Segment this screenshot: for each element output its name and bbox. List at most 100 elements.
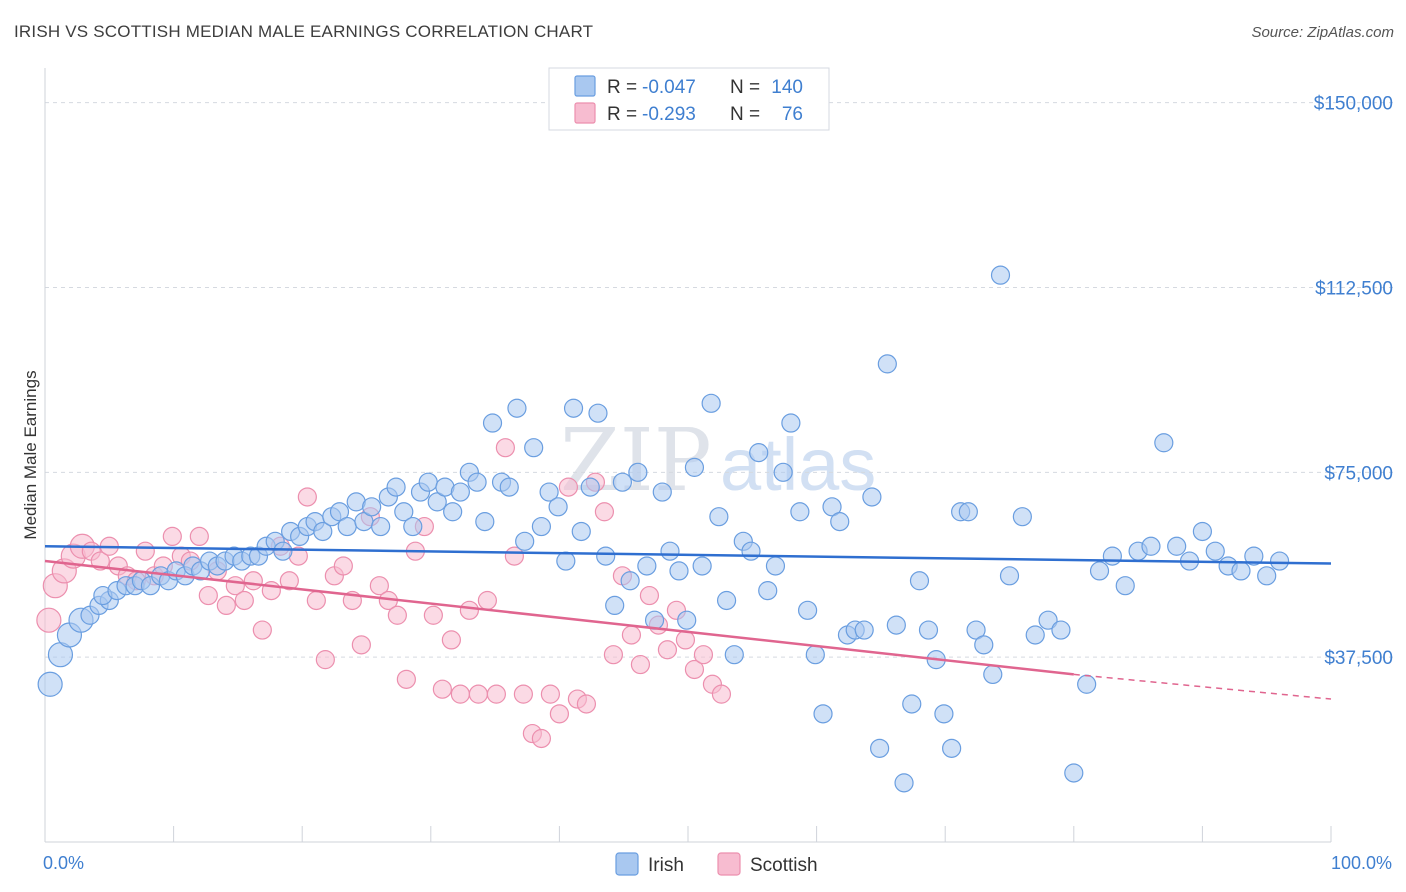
scottish-point — [252, 620, 272, 640]
irish-point — [805, 645, 825, 665]
scottish-point — [333, 556, 353, 576]
scottish-point — [243, 571, 263, 591]
scottish-point — [540, 684, 560, 704]
scottish-point — [468, 684, 488, 704]
scottish-point — [234, 590, 254, 611]
irish-point — [580, 477, 600, 497]
scottish-point — [297, 487, 317, 507]
scottish-point — [486, 684, 506, 704]
scottish-point — [675, 630, 696, 650]
scottish-point — [396, 669, 416, 689]
scottish-point — [315, 650, 335, 670]
y-tick-label: $75,000 — [1324, 463, 1393, 484]
irish-point — [886, 615, 906, 635]
irish-point — [797, 600, 818, 620]
watermark-atlas: atlas — [720, 423, 876, 506]
irish-point — [854, 620, 874, 640]
irish-point — [531, 516, 551, 537]
irish-point — [773, 462, 793, 482]
irish-point — [1102, 546, 1122, 566]
irish-point — [548, 497, 568, 517]
scottish-point — [558, 477, 579, 497]
irish-point — [427, 492, 447, 512]
scottish-point — [576, 694, 597, 714]
irish-point — [1141, 536, 1161, 556]
scottish-point — [216, 595, 236, 616]
irish-point — [1025, 625, 1045, 645]
scottish-point — [693, 645, 714, 665]
irish-point — [637, 556, 657, 576]
irish-point — [605, 595, 625, 616]
irish-point — [660, 541, 680, 561]
irish-point — [918, 620, 939, 640]
irish-point — [1269, 551, 1290, 571]
scottish-trend-line — [44, 559, 1074, 676]
scottish-point — [306, 590, 326, 611]
legend-scottish-n-label: N = — [730, 104, 760, 125]
y-axis-title: Median Male Earnings — [21, 370, 40, 539]
irish-point — [701, 393, 721, 413]
irish-point — [894, 773, 914, 793]
irish-point — [1205, 541, 1225, 561]
scottish-point — [630, 654, 651, 675]
irish-point — [862, 487, 882, 507]
correlation-legend: R = -0.047 N = 140 R = -0.293 N = 76 — [548, 67, 830, 131]
scottish-point — [513, 684, 533, 704]
x-tick-label-end: 100.0% — [1331, 853, 1392, 873]
legend-scottish-r-label: R = — [607, 104, 637, 125]
irish-point — [467, 472, 487, 492]
irish-point — [741, 541, 761, 561]
chart-source: Source: ZipAtlas.com — [1251, 24, 1394, 41]
irish-point — [724, 645, 744, 665]
irish-point — [475, 512, 495, 532]
irish-point — [539, 482, 559, 502]
irish-point — [371, 516, 391, 537]
irish-point — [1012, 507, 1032, 527]
scottish-point — [432, 679, 452, 699]
scottish-point — [198, 585, 218, 606]
scottish-point — [549, 704, 570, 724]
irish-point — [620, 571, 640, 591]
irish-point — [482, 413, 503, 433]
scottish-point — [711, 684, 732, 704]
legend-irish-r-label: R = — [607, 77, 637, 98]
irish-point — [612, 472, 633, 492]
bottom-legend-scottish-swatch — [717, 852, 741, 876]
legend-scottish-swatch — [574, 102, 596, 124]
irish-point — [902, 694, 922, 714]
irish-points — [37, 265, 1290, 793]
irish-point — [909, 571, 930, 591]
irish-point — [507, 398, 527, 418]
bottom-legend-scottish-label: Scottish — [750, 855, 818, 876]
irish-point — [758, 581, 778, 601]
irish-point — [1167, 536, 1187, 556]
scottish-point — [639, 585, 660, 606]
irish-trend-line — [44, 545, 1332, 565]
bottom-legend-irish-label: Irish — [648, 855, 684, 876]
irish-point — [394, 502, 414, 522]
irish-point — [443, 502, 463, 522]
irish-point — [524, 438, 544, 458]
irish-point — [515, 531, 535, 551]
scottish-point — [351, 635, 371, 655]
scottish-point — [441, 630, 461, 650]
irish-point — [669, 561, 689, 581]
scottish-point — [684, 659, 705, 680]
y-tick-label: $112,500 — [1315, 278, 1393, 299]
irish-point — [966, 620, 986, 640]
irish-point — [1089, 561, 1110, 581]
scottish-point — [423, 605, 443, 625]
scottish-point — [162, 526, 182, 547]
scottish-trend-line-extrapolated — [1073, 673, 1332, 700]
scottish-point — [36, 607, 62, 633]
scottish-point — [531, 728, 551, 749]
legend-irish-n-value: 140 — [771, 77, 803, 98]
irish-point — [628, 462, 648, 482]
legend-box — [548, 67, 830, 131]
irish-point — [684, 457, 705, 477]
y-tick-labels: $37,500 $75,000 $112,500 $150,000 — [1314, 94, 1393, 670]
irish-point — [588, 403, 608, 423]
scottish-point — [450, 684, 470, 704]
irish-point — [563, 398, 584, 418]
x-tick-label-start: 0.0% — [43, 853, 84, 873]
